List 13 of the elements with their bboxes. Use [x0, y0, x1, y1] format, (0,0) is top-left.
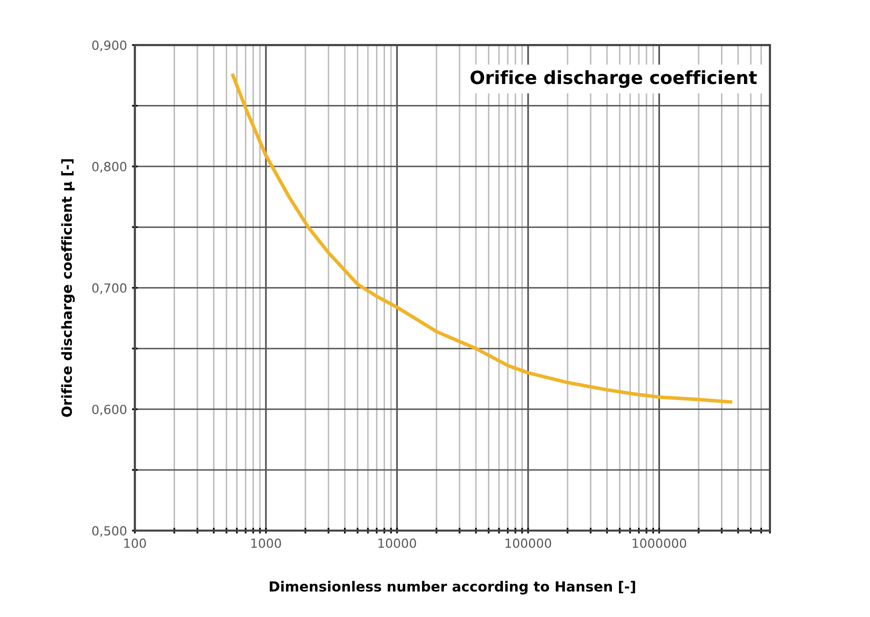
y-tick-label: 0,500	[92, 526, 126, 537]
x-tick-label: 1000	[251, 538, 282, 548]
y-tick-label: 0,800	[92, 162, 126, 173]
y-tick-label: 0,600	[92, 404, 126, 416]
x-axis-title: Dimensionless number according to Hansen [-]	[270, 580, 636, 594]
y-tick-label: 0,900	[92, 40, 126, 52]
y-tick-label: 0,700	[92, 283, 126, 294]
x-tick-label: 100000	[506, 538, 552, 548]
y-axis-title: Orifice discharge coefficient μ [-]	[61, 159, 75, 417]
text: Orifice discharge coefficient	[470, 70, 757, 88]
x-tick-label: 10000	[378, 538, 416, 548]
x-tick-label: 100	[124, 538, 146, 548]
x-tick-label: 1000000	[632, 538, 686, 548]
